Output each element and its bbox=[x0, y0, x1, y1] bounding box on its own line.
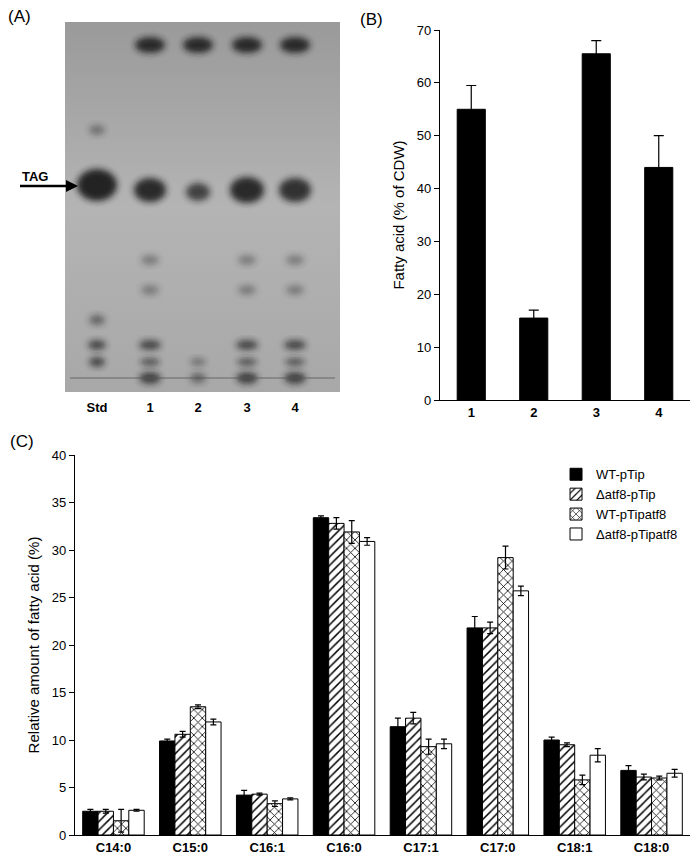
svg-text:10: 10 bbox=[52, 733, 66, 748]
svg-text:TAG: TAG bbox=[22, 169, 48, 184]
svg-text:3: 3 bbox=[243, 400, 250, 415]
svg-text:WT-pTipatf8: WT-pTipatf8 bbox=[596, 507, 666, 522]
svg-text:2: 2 bbox=[530, 405, 537, 420]
svg-text:2: 2 bbox=[194, 400, 201, 415]
svg-text:10: 10 bbox=[417, 340, 431, 355]
svg-text:5: 5 bbox=[59, 780, 66, 795]
svg-text:4: 4 bbox=[291, 400, 299, 415]
svg-text:50: 50 bbox=[417, 128, 431, 143]
svg-text:Fatty acid (% of CDW): Fatty acid (% of CDW) bbox=[390, 140, 407, 289]
svg-text:1: 1 bbox=[468, 405, 475, 420]
svg-text:(A): (A) bbox=[8, 7, 31, 26]
svg-text:40: 40 bbox=[417, 181, 431, 196]
svg-text:Relative amount of fatty acid: Relative amount of fatty acid (%) bbox=[25, 537, 42, 754]
svg-text:(B): (B) bbox=[360, 10, 383, 29]
svg-text:4: 4 bbox=[655, 405, 663, 420]
svg-text:30: 30 bbox=[52, 543, 66, 558]
svg-text:15: 15 bbox=[52, 685, 66, 700]
svg-text:35: 35 bbox=[52, 495, 66, 510]
svg-text:(C): (C) bbox=[10, 432, 34, 451]
svg-text:20: 20 bbox=[52, 638, 66, 653]
svg-text:Std: Std bbox=[87, 400, 108, 415]
svg-text:Δatf8-pTipatf8: Δatf8-pTipatf8 bbox=[596, 527, 677, 542]
svg-text:C17:0: C17:0 bbox=[480, 840, 515, 855]
svg-text:40: 40 bbox=[52, 448, 66, 463]
svg-text:WT-pTip: WT-pTip bbox=[596, 467, 645, 482]
svg-text:C15:0: C15:0 bbox=[173, 840, 208, 855]
svg-text:30: 30 bbox=[417, 234, 431, 249]
svg-text:C16:0: C16:0 bbox=[326, 840, 361, 855]
svg-text:25: 25 bbox=[52, 590, 66, 605]
svg-text:C17:1: C17:1 bbox=[403, 840, 438, 855]
svg-text:0: 0 bbox=[59, 828, 66, 843]
svg-text:60: 60 bbox=[417, 75, 431, 90]
svg-text:C14:0: C14:0 bbox=[96, 840, 131, 855]
svg-text:0: 0 bbox=[424, 393, 431, 408]
svg-text:Δatf8-pTip: Δatf8-pTip bbox=[596, 487, 656, 502]
svg-text:C16:1: C16:1 bbox=[249, 840, 284, 855]
svg-text:C18:1: C18:1 bbox=[557, 840, 592, 855]
svg-text:20: 20 bbox=[417, 287, 431, 302]
svg-text:1: 1 bbox=[146, 400, 153, 415]
svg-text:3: 3 bbox=[593, 405, 600, 420]
svg-text:C18:0: C18:0 bbox=[634, 840, 669, 855]
svg-text:70: 70 bbox=[417, 23, 431, 38]
